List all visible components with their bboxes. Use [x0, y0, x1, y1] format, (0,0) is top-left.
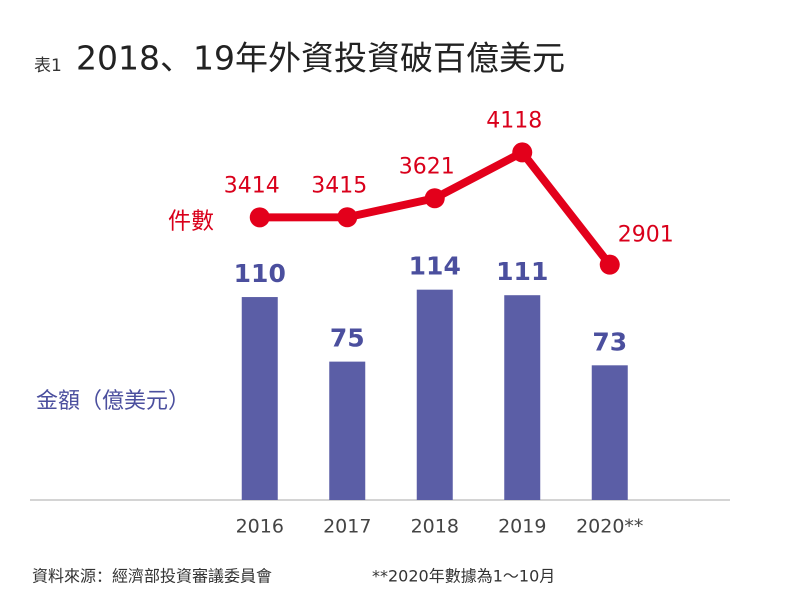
bar [329, 361, 366, 500]
line-point [512, 142, 533, 163]
table-label: 表1 [34, 56, 62, 76]
line-value-label: 2901 [618, 223, 674, 248]
legend-label: 件數 [168, 209, 214, 235]
bar-value-label: 75 [330, 324, 365, 353]
line-value-label: 3414 [224, 173, 280, 198]
legend-label: 金額（億美元） [36, 389, 190, 414]
line-value-label: 3621 [399, 154, 455, 179]
x-tick-label: 2017 [323, 516, 371, 538]
source: 資料來源：經濟部投資審議委員會 [32, 567, 272, 586]
x-tick-label: 2020** [576, 516, 643, 538]
bar-value-label: 73 [592, 327, 627, 356]
line-value-label: 3415 [311, 173, 367, 198]
x-tick-label: 2016 [236, 516, 284, 538]
chart-title: 2018、19年外資投資破百億美元 [76, 39, 565, 78]
bar-value-label: 110 [234, 259, 286, 288]
line-point [599, 254, 620, 275]
x-tick-label: 2019 [498, 516, 546, 538]
bar [241, 297, 278, 500]
note: **2020年數據為1～10月 [372, 567, 555, 586]
bar [504, 295, 541, 500]
line-point [337, 207, 358, 228]
line-point [249, 207, 270, 228]
bar-value-label: 114 [409, 252, 461, 281]
line-value-label: 4118 [486, 108, 542, 133]
x-tick-label: 2018 [411, 516, 459, 538]
bar-value-label: 111 [496, 257, 548, 286]
line-point [424, 188, 445, 209]
bar [591, 365, 628, 500]
bar [416, 289, 453, 500]
